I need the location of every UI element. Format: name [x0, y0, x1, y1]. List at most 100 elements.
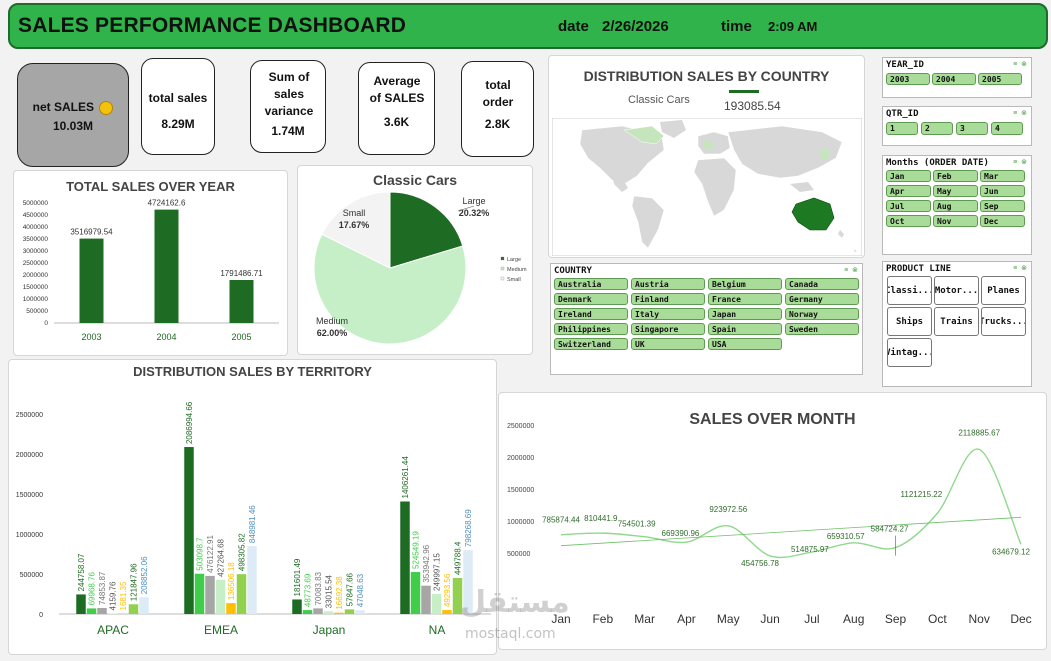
month-chip-jan[interactable]: Jan: [886, 170, 931, 182]
x-tick-label: Aug: [843, 612, 864, 626]
slicer-icons: ≡ ⊗: [1013, 265, 1028, 272]
quarter-chip-4[interactable]: 4: [991, 122, 1023, 135]
country-chip-france[interactable]: France: [708, 293, 782, 305]
y-tick-label: 500000: [26, 308, 48, 315]
slice-small: [321, 191, 391, 269]
year-chip-2005[interactable]: 2005: [978, 73, 1022, 85]
x-tick-label: Mar: [634, 612, 655, 626]
x-tick-label: Feb: [592, 612, 613, 626]
country-chip-switzerland[interactable]: Switzerland: [554, 338, 628, 350]
y-tick-label: 1500000: [16, 492, 43, 499]
data-label: 57847.66: [346, 572, 355, 606]
year-chip-2003[interactable]: 2003: [886, 73, 930, 85]
watermark-latin: mostaql.com: [465, 626, 556, 642]
kpi-average-sales: Average of SALES 3.6K: [358, 62, 435, 155]
data-label: 476122.91: [206, 535, 215, 573]
quarter-chip-3[interactable]: 3: [956, 122, 988, 135]
quarter-chip-2[interactable]: 2: [921, 122, 953, 135]
y-tick-label: 500000: [20, 572, 43, 579]
legend-label: Large: [507, 257, 521, 263]
country-chip-japan[interactable]: Japan: [708, 308, 782, 320]
product-chip-motor-[interactable]: Motor...: [934, 276, 979, 305]
data-label: 754501.39: [618, 520, 656, 529]
x-tick-label: Dec: [1010, 612, 1031, 626]
data-label: 16692.38: [335, 576, 344, 610]
bar-apac-s1: [86, 608, 97, 614]
country-chip-belgium[interactable]: Belgium: [708, 278, 782, 290]
x-tick-label: 2004: [156, 332, 176, 342]
product-chip-ships[interactable]: Ships: [887, 307, 932, 336]
bar-emea-s1: [194, 573, 205, 614]
country-chip-italy[interactable]: Italy: [631, 308, 705, 320]
month-chip-feb[interactable]: Feb: [933, 170, 978, 182]
bar-2003: [79, 238, 104, 323]
country-chip-finland[interactable]: Finland: [631, 293, 705, 305]
country-chip-austria[interactable]: Austria: [631, 278, 705, 290]
bar-japan-s1: [302, 610, 313, 614]
month-chip-apr[interactable]: Apr: [886, 185, 931, 197]
bar-japan-s4: [334, 612, 344, 614]
data-label: 208852.06: [140, 556, 149, 594]
country-chip-norway[interactable]: Norway: [785, 308, 859, 320]
month-chip-mar[interactable]: Mar: [980, 170, 1025, 182]
country-chip-philippines[interactable]: Philippines: [554, 323, 628, 335]
country-chip-canada[interactable]: Canada: [785, 278, 859, 290]
product-chip-planes[interactable]: Planes: [981, 276, 1026, 305]
month-chip-may[interactable]: May: [933, 185, 978, 197]
month-chip-jul[interactable]: Jul: [886, 200, 931, 212]
legend-label: Medium: [507, 267, 527, 273]
chart-title: DISTRIBUTION SALES BY COUNTRY: [583, 68, 830, 84]
country-chip-singapore[interactable]: Singapore: [631, 323, 705, 335]
map-panel: DISTRIBUTION SALES BY COUNTRY Classic Ca…: [548, 55, 865, 258]
year-slicer: YEAR_ID ≡ ⊗ 2003 2004 2005: [882, 57, 1032, 98]
kpi-net-sales: net SALES 10.03M: [17, 63, 129, 167]
year-chip-2004[interactable]: 2004: [932, 73, 976, 85]
month-chart-panel: SALES OVER MONTH 2500000 2000000 1500000 10…: [498, 392, 1047, 650]
slicer-icons: ≡ ⊗: [844, 267, 859, 274]
slicer-icons: ≡ ⊗: [1013, 159, 1028, 166]
kpi-total-sales: total sales 8.29M: [141, 58, 215, 155]
data-label: 33015.54: [325, 574, 334, 608]
country-chip-usa[interactable]: USA: [708, 338, 782, 350]
data-label: 1406261.44: [401, 456, 410, 499]
bar-2004: [154, 209, 179, 323]
country-chip-denmark[interactable]: Denmark: [554, 293, 628, 305]
bar-emea-s5: [236, 574, 247, 614]
month-chip-jun[interactable]: Jun: [980, 185, 1025, 197]
data-label: 524549.19: [412, 531, 421, 569]
month-chip-nov[interactable]: Nov: [933, 215, 978, 227]
bar-emea-s4: [226, 603, 236, 614]
bar-na-s1: [410, 572, 421, 614]
data-label: 669390.96: [662, 529, 700, 538]
month-chip-dec[interactable]: Dec: [980, 215, 1025, 227]
product-chip-trucks-[interactable]: Trucks...: [981, 307, 1026, 336]
product-chip-classi-[interactable]: Classi...: [887, 276, 932, 305]
country-chip-sweden[interactable]: Sweden: [785, 323, 859, 335]
country-chip-australia[interactable]: Australia: [554, 278, 628, 290]
y-tick-label: 4500000: [23, 212, 49, 219]
month-line-chart: 2500000 2000000 1500000 1000000 500000 785874…: [507, 423, 1032, 626]
month-chip-oct[interactable]: Oct: [886, 215, 931, 227]
country-chip-germany[interactable]: Germany: [785, 293, 859, 305]
quarter-chip-1[interactable]: 1: [886, 122, 918, 135]
data-label: 503098.7: [196, 537, 205, 571]
country-chip-uk[interactable]: UK: [631, 338, 705, 350]
y-tick-label: 1000000: [23, 296, 49, 303]
data-label: 70083.83: [314, 571, 323, 605]
x-tick-label: Nov: [969, 612, 990, 626]
bar-apac-s6: [139, 597, 149, 614]
territory-bar-chart: 2500000 2000000 1500000 1000000 500000 0 24475…: [16, 401, 491, 637]
month-chip-sep[interactable]: Sep: [980, 200, 1025, 212]
country-chip-ireland[interactable]: Ireland: [554, 308, 628, 320]
chart-title: TOTAL SALES OVER YEAR: [66, 179, 235, 194]
product-chip-vintag-[interactable]: Vintag...: [887, 338, 932, 367]
country-chip-spain[interactable]: Spain: [708, 323, 782, 335]
product-chip-trains[interactable]: Trains: [934, 307, 979, 336]
watermark-arabic: مستقل: [460, 585, 570, 620]
month-chip-aug[interactable]: Aug: [933, 200, 978, 212]
slice-name-label: Medium: [316, 316, 348, 326]
world-map[interactable]: ©: [552, 118, 862, 256]
y-tick-label: 4000000: [23, 224, 49, 231]
data-label: 2086994.66: [185, 401, 194, 444]
x-tick-label: May: [717, 612, 740, 626]
